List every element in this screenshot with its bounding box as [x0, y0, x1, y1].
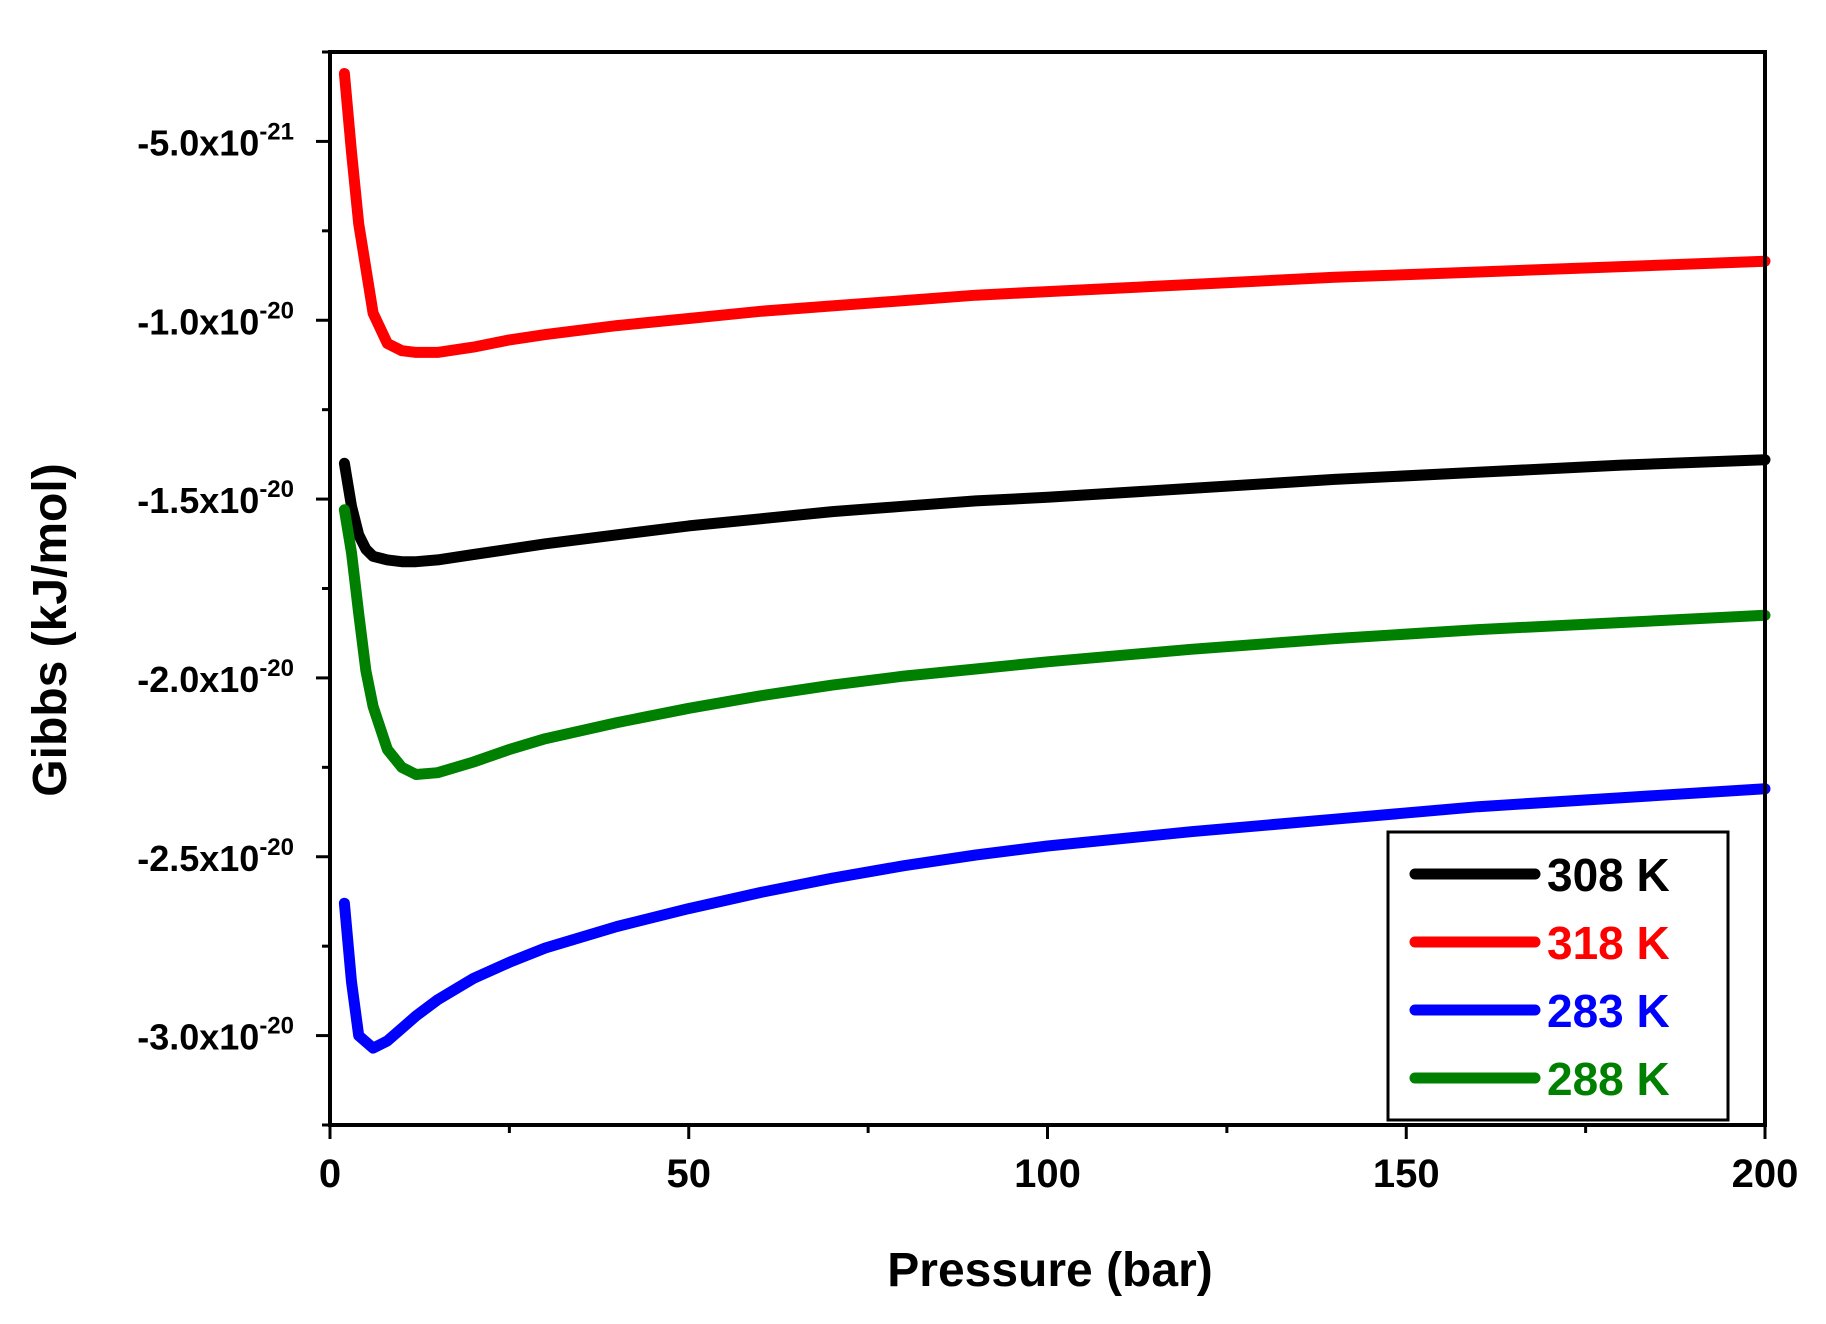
- legend-label: 318 K: [1547, 917, 1670, 969]
- legend-label: 308 K: [1547, 849, 1670, 901]
- series-line-308-k: [338, 454, 1771, 568]
- ticks-group: 0 50 100 150 200 -5.0x10-21 -1.0x10-20 -1.5x10-…: [137, 50, 1799, 1196]
- legend-box: [1386, 830, 1730, 1122]
- series-line-318-k: [338, 68, 1771, 358]
- legend-label: 283 K: [1547, 985, 1670, 1037]
- legend-label: 288 K: [1547, 1053, 1670, 1105]
- legend: 308 K 318 K 283 K 288 K: [1386, 830, 1730, 1122]
- series-group: [338, 68, 1771, 1054]
- y-tick-label: -3.0x10-20: [137, 1013, 294, 1058]
- y-tick-label: -1.5x10-20: [137, 476, 294, 521]
- y-tick-label: -5.0x10-21: [137, 118, 294, 163]
- x-tick-label: 200: [1732, 1152, 1799, 1196]
- y-axis-label: Gibbs (kJ/mol): [24, 463, 77, 796]
- x-tick-label: 100: [1014, 1152, 1081, 1196]
- y-tick-label: -2.5x10-20: [137, 834, 294, 879]
- x-tick-label: 0: [319, 1152, 341, 1196]
- y-tick-label: -1.0x10-20: [137, 297, 294, 342]
- y-tick-label: -2.0x10-20: [137, 655, 294, 700]
- x-axis-label: Pressure (bar): [887, 1244, 1212, 1297]
- series-line-283-k: [338, 783, 1771, 1054]
- series-line-288-k: [338, 504, 1771, 780]
- x-tick-label: 50: [667, 1152, 712, 1196]
- x-tick-label: 150: [1373, 1152, 1440, 1196]
